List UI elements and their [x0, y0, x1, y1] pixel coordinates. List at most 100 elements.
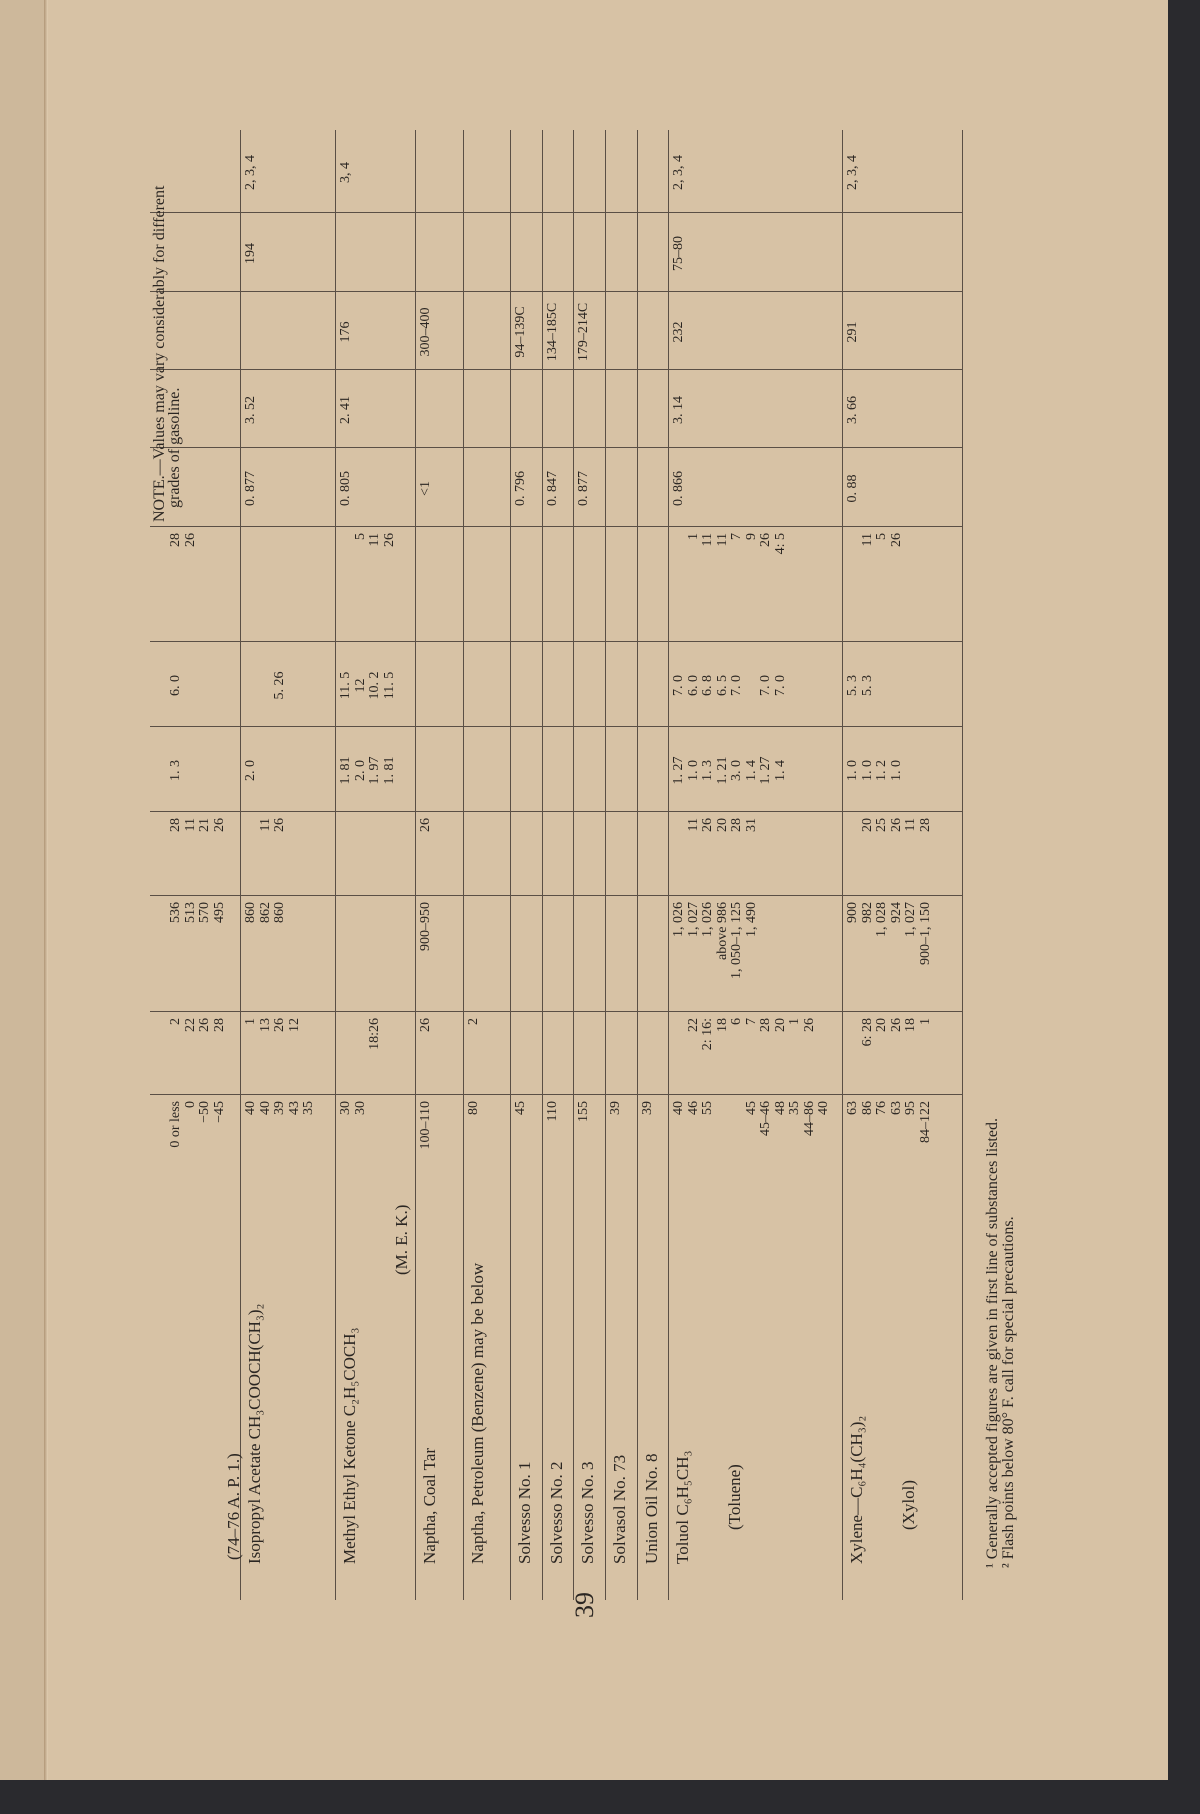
cell-lel: 1. 0 1. 0 1. 2 1. 0 [845, 733, 904, 808]
cell-line: 9 [743, 533, 759, 540]
cell-line: 1. 27 [671, 756, 686, 785]
cell-line: 26 [888, 1018, 904, 1032]
cell-line: 20 [874, 1018, 889, 1032]
row-rule [542, 130, 543, 1600]
substance-alt-name: (M. E. K.) [392, 1204, 411, 1275]
cell-line: 194 [243, 243, 258, 264]
cell-line: 40 [816, 1101, 831, 1115]
cell-sg: 0. 805 [338, 454, 354, 523]
cell-line: <1 [418, 481, 433, 496]
cell-line [716, 1101, 731, 1176]
substance-name: Solvasol No. 73 [610, 1454, 629, 1564]
cell-line: −50 [197, 1101, 212, 1123]
substance-name: Isopropyl Acetate CH₃COOCH(CH₃)₂ [245, 1303, 264, 1564]
cell-line: 35 [787, 1101, 802, 1115]
cell-flash: 155 [576, 1101, 592, 1176]
cell-line: 1. 97 [367, 756, 382, 785]
cell-line: 100–110 [418, 1101, 433, 1150]
cell-line: 1 [917, 1018, 933, 1025]
cell-vd: 3. 14 [671, 376, 687, 444]
cell-line: 26 [272, 818, 287, 832]
cell-line: 495 [211, 902, 227, 923]
cell-line [846, 818, 861, 892]
column-rule [150, 212, 962, 213]
row-rule [463, 130, 464, 1600]
column-rule [150, 641, 962, 642]
row-rule [668, 130, 669, 1600]
row-rule [573, 130, 574, 1600]
cell-uel: 11. 5 12 10. 2 11. 5 [338, 648, 397, 723]
cell-line: 6. 0 [685, 675, 701, 696]
cell-bp: 300–400 [418, 298, 434, 366]
cell-line: 5 [874, 533, 889, 540]
cell-c12: 2, 3, 4 [845, 136, 861, 209]
cell-line: 11 [257, 818, 273, 832]
book-page: (74–76 A. P. 1.) 0 or less 0 −50 −45 2 22 26 28 5… [0, 0, 1168, 1780]
cell-line: 1. 2 [874, 760, 889, 781]
cell-line [244, 648, 259, 723]
cell-line: 80 [466, 1101, 481, 1115]
cell-sg: 0. 796 [513, 454, 529, 523]
cell-line: 6 [729, 1018, 744, 1025]
cell-line: 2 [466, 1018, 481, 1025]
cell-ign: 900 982 1, 028 924 1, 027 900–1, 150 [845, 902, 933, 1008]
cell-line: 63 [888, 1101, 904, 1115]
footnotes: ¹ Generally accepted figures are given i… [984, 1118, 1017, 1568]
cell-lel: 2. 0 [243, 733, 259, 808]
cell-ref2: 26 [418, 818, 434, 892]
row-rule [842, 130, 843, 1600]
cell-line: 18:26 [367, 1018, 382, 1050]
row-rule [240, 130, 241, 1600]
cell-uel: 6. 0 [168, 648, 184, 723]
cell-line: 2, 3, 4 [243, 155, 258, 190]
cell-line: 1, 026 [671, 902, 686, 937]
cell-flash: 40 46 55 45 45–46 48 35 44–86 40 [671, 1101, 832, 1176]
substance-alt-name: (74–76 A. P. 1.) [224, 1453, 243, 1560]
cell-line: 6. 0 [168, 675, 183, 696]
cell-line: 570 [197, 902, 212, 923]
cell-line: 536 [168, 902, 183, 923]
cell-line: 1. 0 [888, 760, 904, 781]
cell-line: 5 [352, 533, 368, 540]
column-rule [150, 1011, 962, 1012]
cell-c11: 194 [243, 219, 259, 288]
cell-lel: 1. 81 2. 0 1. 97 1. 81 [338, 733, 397, 808]
cell-line: 1 [243, 1018, 258, 1025]
cell-line: 28 [168, 818, 183, 832]
note-line: NOTE.—Values may vary considerably for d… [151, 185, 168, 522]
cell-line: 11 [700, 533, 715, 547]
cell-ref1: 26 [418, 1018, 434, 1091]
cell-line: 31 [743, 818, 759, 832]
cell-bp: 232 [671, 298, 687, 366]
cell-ref3: 1 11 11 7 9 26 4: 5 [672, 533, 788, 638]
cell-line: 26 [700, 818, 715, 832]
cell-line: 860 [243, 902, 258, 923]
cell-sg: 0. 847 [545, 454, 561, 523]
row-rule [415, 130, 416, 1600]
cell-ign: 860 862 860 [243, 902, 288, 1008]
row-rule [335, 130, 336, 1600]
cell-line: 1 [685, 533, 701, 540]
cell-ref2: 11 26 20 28 31 [672, 818, 759, 892]
cell-line [672, 818, 687, 892]
cell-ref3: 28 26 [168, 533, 198, 638]
substance-name: Solvesso No. 3 [578, 1461, 597, 1564]
note-line: grades of gasoline. [166, 387, 183, 508]
cell-line: −45 [211, 1101, 227, 1123]
cell-uel: 7. 0 6. 0 6. 8 6. 5 7. 0 7. 0 7. 0 [671, 648, 788, 723]
cell-line: 43 [286, 1101, 302, 1115]
cell-line: 10. 2 [367, 671, 382, 700]
cell-line: 7 [729, 533, 744, 540]
cell-line: 21 [197, 818, 212, 832]
substance-name: Xylene—C₆H₄(CH₃)₂ [847, 1415, 866, 1564]
cell-line: 1. 81 [381, 756, 397, 785]
cell-line: 11. 5 [381, 671, 397, 700]
cell-line: 22 [685, 1018, 701, 1032]
cell-bp: 179–214C [576, 298, 592, 366]
cell-ref1: 6: 28 20 26 18 1 [846, 1018, 933, 1091]
cell-line: 45 [513, 1101, 528, 1115]
cell-bp: 94–139C [513, 298, 529, 366]
cell-line [846, 533, 861, 638]
substance-name: Solvesso No. 1 [515, 1461, 534, 1564]
cell-line: 26 [197, 1018, 212, 1032]
